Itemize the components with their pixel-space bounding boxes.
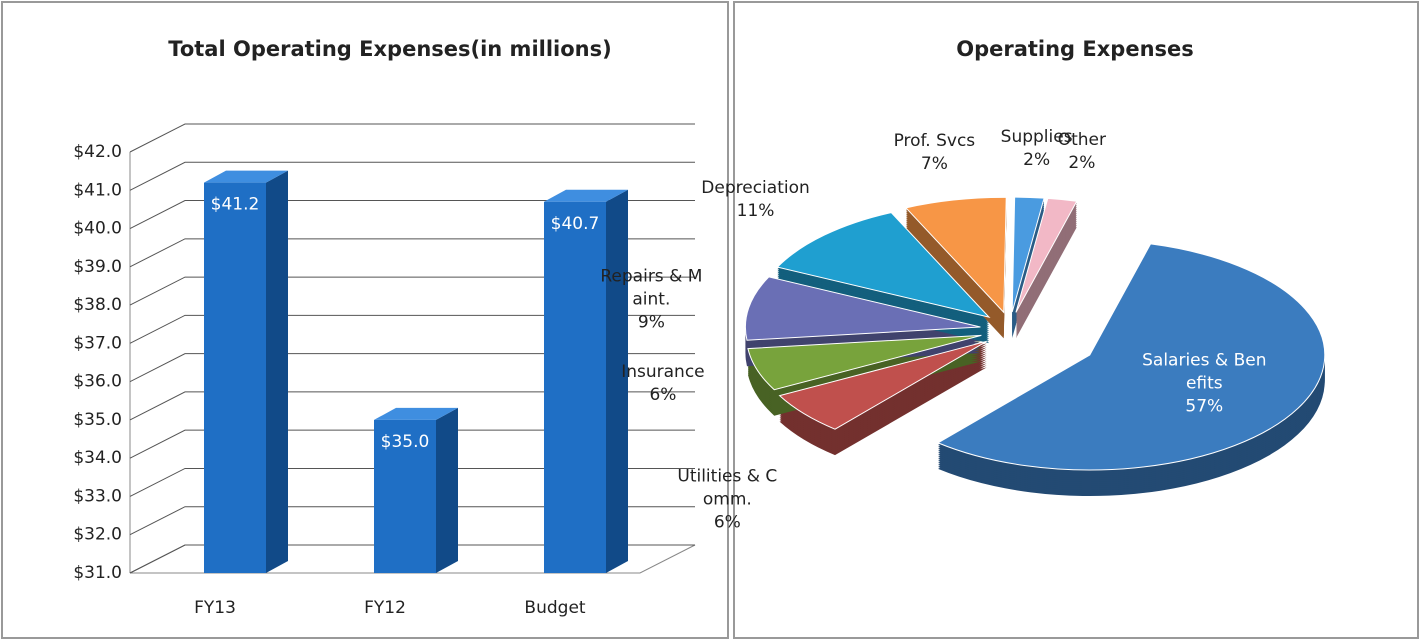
bar-top (374, 407, 458, 420)
y-tick-label: $32.0 (73, 525, 122, 545)
y-tick-label: $35.0 (73, 410, 122, 430)
slice (747, 334, 982, 391)
y-tick-label: $31.0 (73, 563, 122, 583)
y-tick-label: $41.0 (73, 180, 122, 200)
slice (936, 243, 1326, 471)
grid-line (129, 200, 695, 229)
slice-label: Depreciation 11% (701, 178, 811, 224)
slice-label: Utilities & Comm. 6% (672, 466, 782, 535)
bar-title: Total Operating Expenses(in millions) (168, 37, 611, 61)
value-label: $40.7 (551, 214, 600, 234)
slice-label: Repairs & Maint. 9% (596, 265, 706, 334)
grid-line (129, 467, 695, 497)
label-text: 9% (637, 312, 665, 333)
slice (904, 196, 1007, 314)
y-tick-label: $38.0 (73, 295, 122, 315)
bar-top (544, 189, 628, 202)
grid-line (129, 161, 695, 191)
right-panel (733, 1, 1419, 639)
y-tick-label: $40.0 (73, 219, 122, 239)
grid-line (129, 123, 695, 153)
y-tick-label: $36.0 (73, 372, 122, 392)
label-text: Prof. Svcs (893, 130, 976, 151)
grid-line (129, 276, 695, 306)
label-text: 6% (713, 512, 741, 533)
bar-top (204, 170, 288, 183)
label-text: Depreciation (701, 178, 810, 199)
label-text: 2% (1068, 153, 1096, 174)
slice-label: Insurance 6% (608, 361, 718, 407)
grid-line (129, 238, 695, 268)
grid-line (129, 544, 695, 574)
slice (1011, 196, 1045, 313)
label-text: Repairs & Maint. (600, 266, 703, 310)
slice-label: Supplies 2% (982, 126, 1092, 172)
label-text: Utilities & Comm. (677, 466, 778, 510)
bar-side (266, 170, 288, 574)
value-label: $41.2 (211, 195, 260, 215)
bar-side (436, 407, 458, 573)
y-tick-label: $39.0 (73, 257, 122, 277)
grid-line (129, 314, 695, 344)
slice (778, 340, 987, 430)
grid-line (129, 391, 695, 421)
label-text: Salaries & Benefits (1142, 350, 1267, 394)
bar (374, 419, 436, 573)
slice-label: Salaries & Benefits 57% (1139, 350, 1269, 419)
grid-line (129, 429, 695, 459)
grid-line (129, 506, 695, 536)
label-text: 7% (920, 153, 948, 174)
x-tick-label: FY12 (364, 598, 406, 618)
slice-label: Prof. Svcs 7% (879, 130, 989, 176)
label-text: 6% (649, 385, 677, 406)
value-label: $35.0 (381, 432, 430, 452)
label-text: Insurance (621, 362, 705, 383)
slice-label: Other 2% (1027, 129, 1137, 175)
label-text: Other (1057, 130, 1107, 151)
left-panel (1, 1, 729, 639)
slice (1015, 197, 1078, 313)
slice (744, 276, 981, 341)
slice (776, 212, 991, 319)
label-text: 2% (1023, 150, 1051, 171)
y-tick-label: $34.0 (73, 448, 122, 468)
x-tick-label: FY13 (194, 598, 236, 618)
y-tick-label: $42.0 (73, 142, 122, 162)
grid-line (129, 353, 695, 383)
label-text: 57% (1185, 396, 1224, 417)
pie-title: Operating Expenses (956, 37, 1194, 61)
label-text: 11% (736, 201, 775, 222)
y-tick-label: $37.0 (73, 333, 122, 353)
bar (204, 182, 266, 574)
x-tick-label: Budget (524, 598, 585, 618)
label-text: Supplies (1000, 127, 1073, 148)
y-tick-label: $33.0 (73, 486, 122, 506)
bar (544, 201, 606, 573)
bar-side (606, 189, 628, 573)
